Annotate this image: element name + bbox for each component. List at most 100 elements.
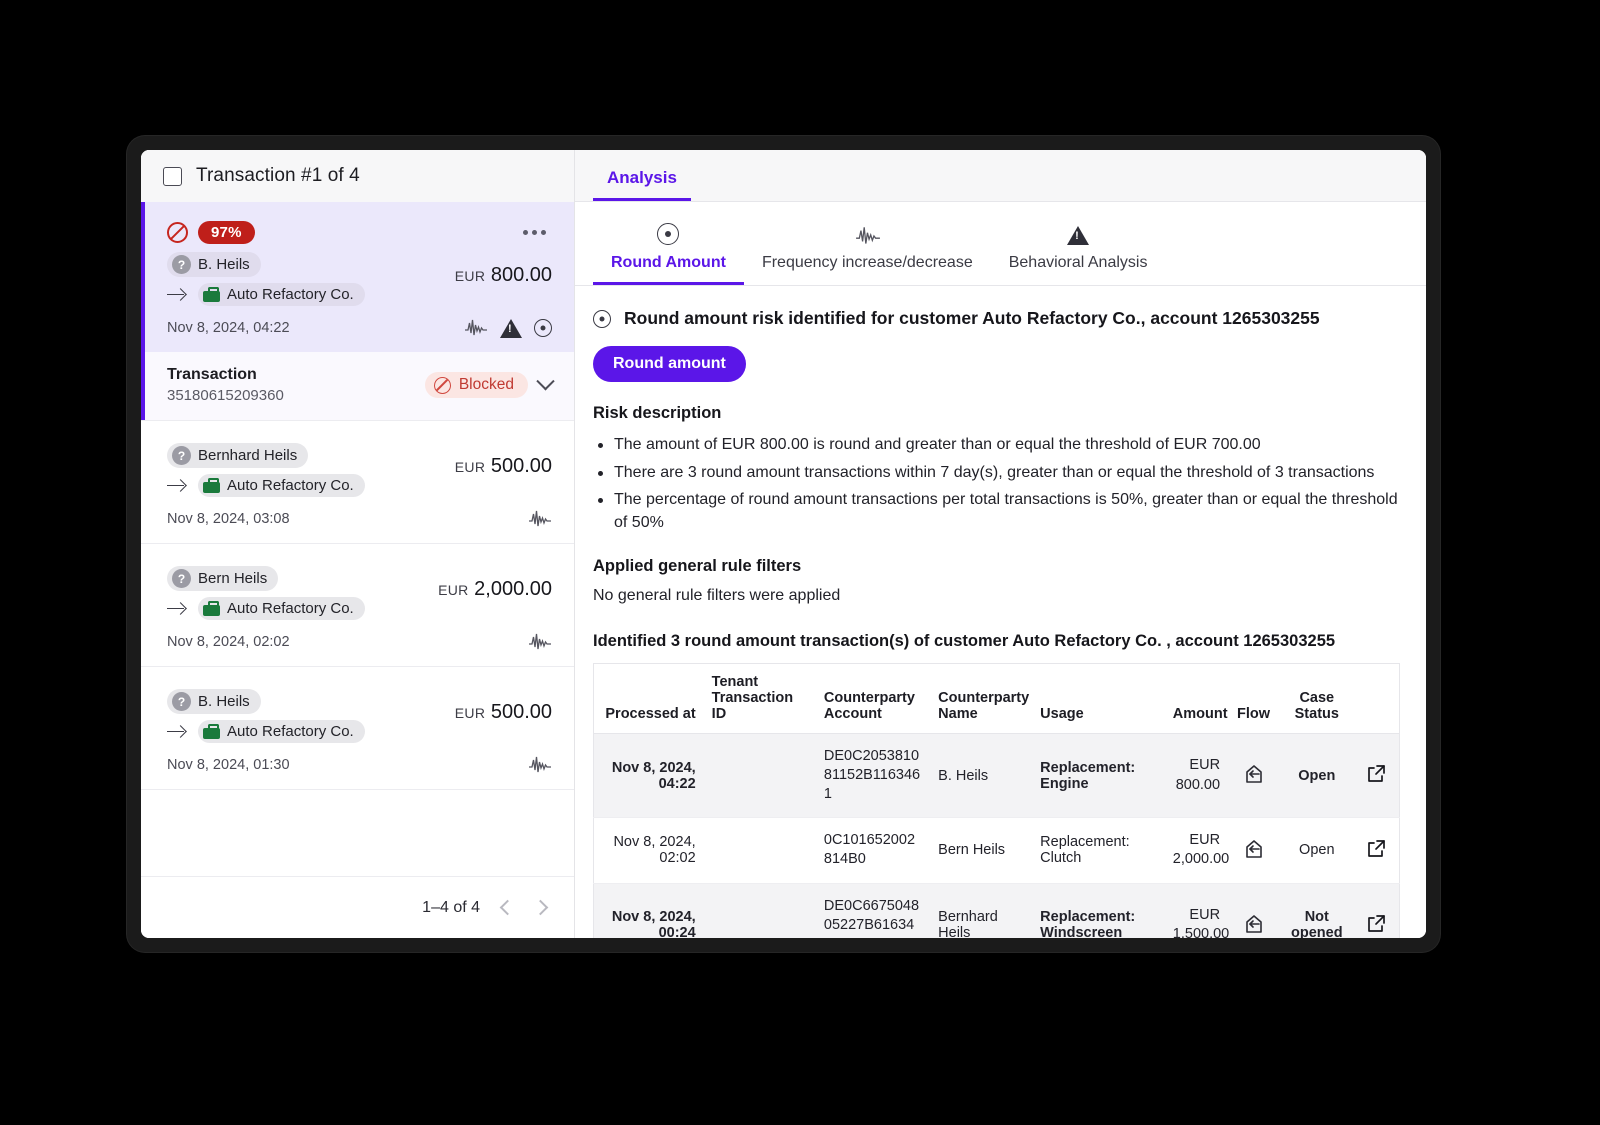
transaction-card[interactable]: ? Bernhard Heils Auto Refactory Co.: [141, 421, 574, 544]
tab-behavioral-analysis[interactable]: Behavioral Analysis: [991, 218, 1166, 285]
pagination-range: 1–4 of 4: [422, 898, 480, 916]
table-row[interactable]: Nov 8, 2024, 04:22 DE0C205381081152B1163…: [593, 733, 1400, 819]
transaction-card-bottom-row: Nov 8, 2024, 02:02: [167, 632, 552, 652]
transaction-id: 35180615209360: [167, 387, 284, 404]
cell-flow: [1228, 817, 1280, 884]
transaction-list-header: Transaction #1 of 4: [141, 150, 574, 202]
receiver-chip[interactable]: Auto Refactory Co.: [198, 474, 365, 497]
receiver-chip[interactable]: Auto Refactory Co.: [198, 720, 365, 743]
table-row[interactable]: Nov 8, 2024, 00:24 DE0C667504805227B6163…: [593, 883, 1400, 938]
receiver-name: Auto Refactory Co.: [227, 600, 354, 617]
cell-amount-value: 2,000.00: [1172, 851, 1230, 868]
chevron-down-icon[interactable]: [536, 371, 555, 390]
sender-chip[interactable]: ? Bernhard Heils: [167, 443, 309, 468]
receiver-name: Auto Refactory Co.: [227, 723, 354, 740]
table-row[interactable]: Nov 8, 2024, 02:02 0C101652002814B0 Bern…: [593, 817, 1400, 884]
sender-chip[interactable]: ? Bern Heils: [167, 566, 279, 591]
cell-tenant-transaction-id: [703, 733, 816, 819]
tab-frequency[interactable]: Frequency increase/decrease: [744, 217, 991, 285]
transaction-card-bottom-row: Nov 8, 2024, 04:22: [167, 318, 552, 338]
risk-score-badge: 97%: [198, 220, 255, 244]
cell-tenant-transaction-id: [703, 883, 816, 938]
tab-label: Behavioral Analysis: [1008, 254, 1148, 271]
col-flow: Flow: [1228, 663, 1280, 734]
cell-counterparty-account: DE0C667504805227B6163461: [815, 883, 931, 938]
cell-currency: EUR: [1189, 907, 1221, 924]
general-rule-filters-section: Applied general rule filters No general …: [593, 557, 1400, 605]
transaction-parties: ? B. Heils Auto Refactory Co.: [167, 689, 365, 743]
sender-name: B. Heils: [198, 693, 250, 710]
tab-round-amount[interactable]: Round Amount: [593, 215, 744, 285]
cell-counterparty-account: 0C101652002814B0: [815, 817, 931, 884]
table-head: Processed at Tenant Transaction ID Count…: [593, 663, 1400, 734]
cell-open-link[interactable]: [1354, 883, 1400, 938]
transaction-card[interactable]: ? B. Heils Auto Refactory Co.: [141, 667, 574, 790]
receiver-name: Auto Refactory Co.: [227, 477, 354, 494]
cell-flow: [1228, 733, 1280, 819]
transaction-parties: ? B. Heils Auto Refactory Co.: [167, 252, 365, 306]
transaction-detail-row[interactable]: Transaction 35180615209360 Blocked: [141, 352, 574, 421]
external-link-icon[interactable]: [1367, 764, 1386, 783]
receiver-chip[interactable]: Auto Refactory Co.: [198, 283, 365, 306]
tab-analysis[interactable]: Analysis: [593, 168, 691, 201]
avatar-unknown-icon: ?: [172, 569, 191, 588]
col-amount: Amount: [1164, 663, 1229, 734]
incoming-flow-icon: [1243, 838, 1265, 859]
currency-label: EUR: [454, 459, 486, 475]
transaction-date: Nov 8, 2024, 04:22: [167, 320, 290, 336]
currency-label: EUR: [454, 705, 486, 721]
sender-name: Bernhard Heils: [198, 447, 298, 464]
warning-icon: [1067, 226, 1090, 245]
blocked-icon: [167, 221, 188, 243]
pulse-icon: [528, 632, 552, 652]
cell-counterparty-account: DE0C205381081152B1163461: [815, 733, 931, 819]
arrow-right-icon: [167, 725, 186, 739]
transaction-amount: EUR 500.00: [455, 689, 552, 724]
transaction-parties: ? Bern Heils Auto Refactory Co.: [167, 566, 365, 620]
cell-counterparty-name: Bern Heils: [930, 817, 1033, 884]
sender-chip[interactable]: ? B. Heils: [167, 252, 261, 277]
transaction-date: Nov 8, 2024, 02:02: [167, 634, 290, 650]
transaction-card-bottom-row: Nov 8, 2024, 03:08: [167, 509, 552, 529]
incoming-flow-icon: [1243, 913, 1265, 934]
cell-open-link[interactable]: [1354, 817, 1400, 884]
pagination-prev-icon[interactable]: [499, 899, 516, 916]
arrow-right-icon: [167, 288, 186, 302]
receiver-chip[interactable]: Auto Refactory Co.: [198, 597, 365, 620]
transfer-direction-row: Auto Refactory Co.: [167, 720, 365, 743]
transaction-card[interactable]: ? Bern Heils Auto Refactory Co.: [141, 544, 574, 667]
amount-value: 500.00: [490, 701, 552, 723]
pagination-next-icon[interactable]: [532, 899, 549, 916]
transaction-parties: ? Bernhard Heils Auto Refactory Co.: [167, 443, 365, 497]
more-options-icon[interactable]: [517, 224, 552, 241]
filters-title: Applied general rule filters: [593, 556, 802, 575]
sender-chip[interactable]: ? B. Heils: [167, 689, 261, 714]
target-icon: [593, 309, 611, 328]
transaction-card-body: ? B. Heils Auto Refactory Co.: [167, 252, 552, 306]
external-link-icon[interactable]: [1367, 839, 1386, 858]
col-open-link: [1354, 663, 1400, 734]
avatar-unknown-icon: ?: [172, 446, 191, 465]
cell-currency: EUR: [1189, 757, 1221, 774]
app-window-frame: Transaction #1 of 4 97%: [127, 136, 1440, 952]
transaction-detail-labels: Transaction 35180615209360: [167, 366, 284, 404]
avatar-unknown-icon: ?: [172, 692, 191, 711]
currency-label: EUR: [454, 268, 486, 284]
tab-label: Frequency increase/decrease: [761, 254, 973, 271]
cell-processed-at: Nov 8, 2024, 04:22: [593, 733, 704, 819]
col-usage: Usage: [1032, 663, 1165, 734]
table-body: Nov 8, 2024, 04:22 DE0C205381081152B1163…: [593, 733, 1400, 938]
col-counterparty-account: Counterparty Account: [815, 663, 931, 734]
table-title: Identified 3 round amount transaction(s)…: [593, 631, 1336, 650]
risk-bullet: There are 3 round amount transactions wi…: [593, 462, 1400, 485]
cell-open-link[interactable]: [1354, 733, 1400, 819]
external-link-icon[interactable]: [1367, 914, 1386, 933]
cell-counterparty-name: Bernhard Heils: [930, 883, 1033, 938]
arrow-right-icon: [167, 602, 186, 616]
transaction-card-body: ? Bernhard Heils Auto Refactory Co.: [167, 443, 552, 497]
transaction-card-selected[interactable]: 97% ? B. Heils: [141, 202, 574, 352]
transaction-card-bottom-row: Nov 8, 2024, 01:30: [167, 755, 552, 775]
col-counterparty-name: Counterparty Name: [930, 663, 1033, 734]
transfer-direction-row: Auto Refactory Co.: [167, 597, 365, 620]
select-all-checkbox[interactable]: [163, 166, 182, 186]
